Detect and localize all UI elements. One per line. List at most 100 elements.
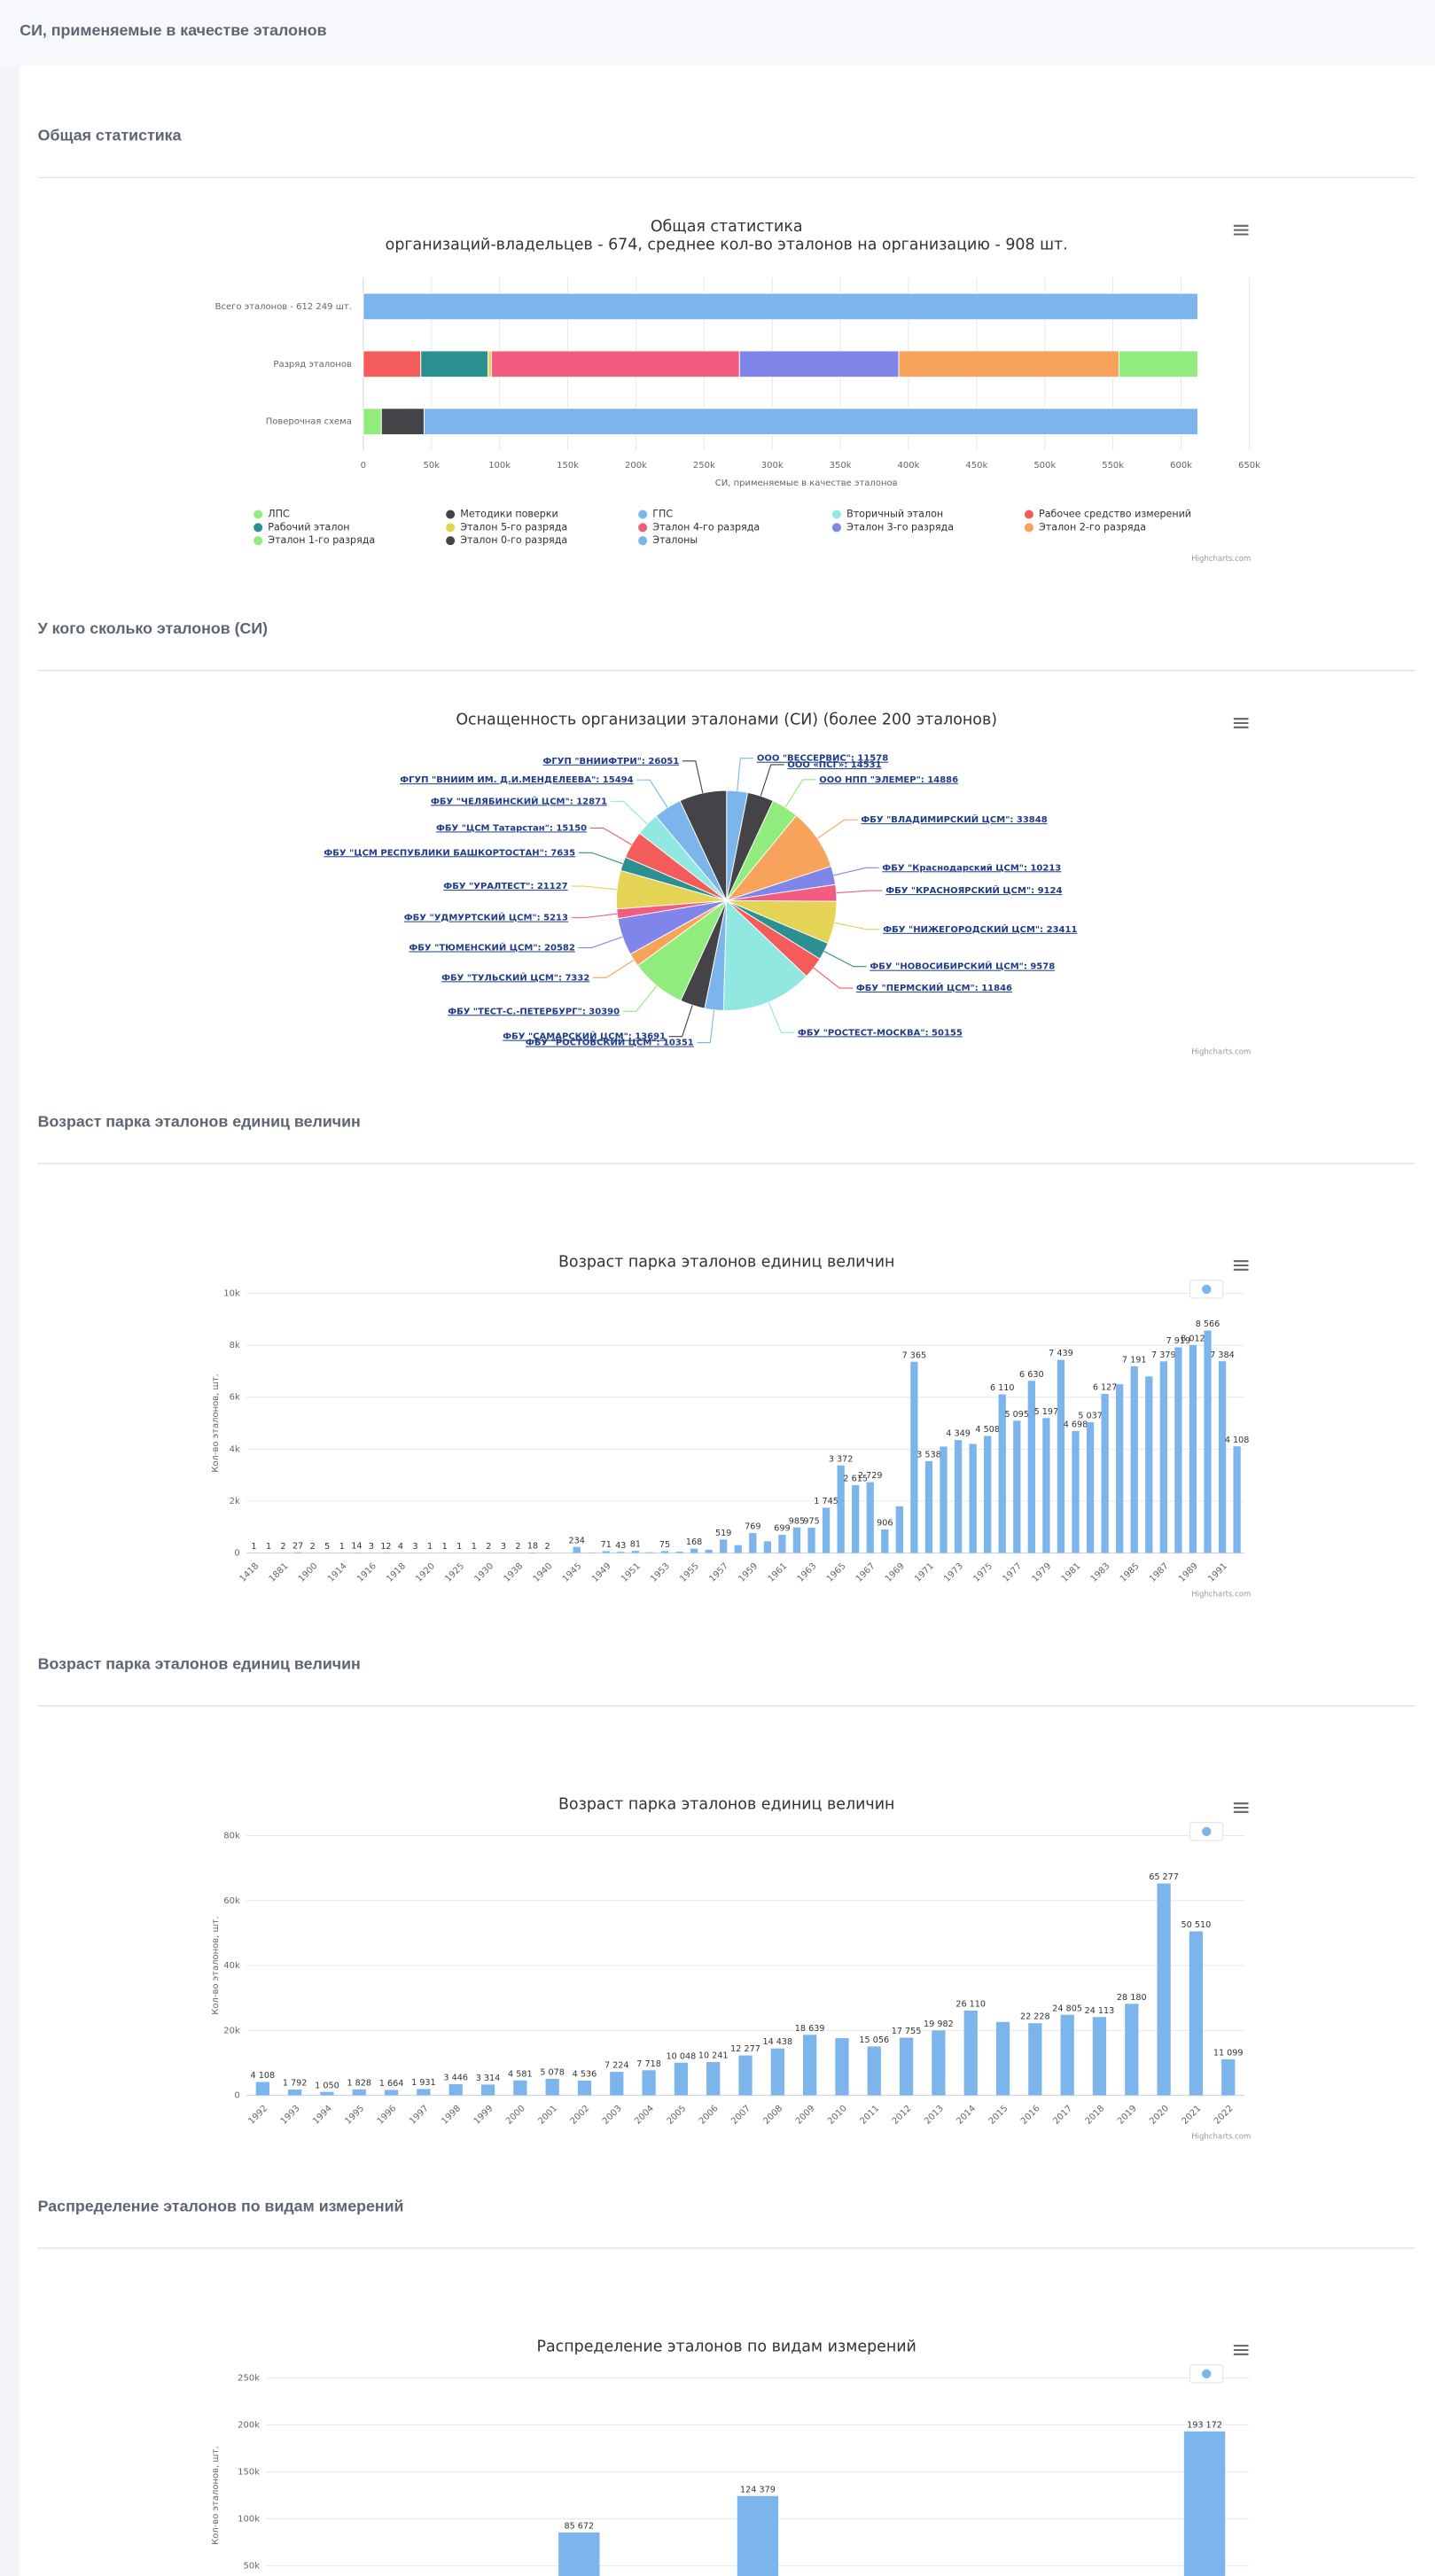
label-connector bbox=[571, 913, 618, 919]
legend-marker[interactable] bbox=[446, 523, 456, 533]
label-connector bbox=[737, 758, 754, 791]
data-label: ФГУП "ВНИИМ ИМ. Д.И.МЕНДЕЛЕЕВА": 15494 bbox=[400, 775, 633, 785]
data-label: 2 bbox=[281, 1542, 286, 1552]
legend-label[interactable]: Вторичный эталон bbox=[846, 508, 943, 519]
label-connector bbox=[784, 779, 816, 808]
data-label: 15 056 bbox=[859, 2035, 889, 2045]
legend-marker[interactable] bbox=[1024, 510, 1033, 519]
legend-marker[interactable] bbox=[831, 510, 841, 519]
data-label: 6 110 bbox=[990, 1383, 1015, 1393]
bar bbox=[631, 1551, 640, 1553]
legend-marker[interactable] bbox=[446, 510, 456, 519]
bar-segment bbox=[380, 408, 425, 436]
bar bbox=[940, 1446, 948, 1553]
legend-marker[interactable] bbox=[831, 523, 841, 533]
label-connector bbox=[833, 867, 879, 876]
section-heading: У кого сколько эталонов (СИ) bbox=[38, 619, 269, 637]
y-axis-title: Кол-во эталонов, шт. bbox=[211, 1916, 221, 2014]
data-label: 7 365 bbox=[902, 1350, 927, 1360]
x-tick-label: 350k bbox=[830, 461, 852, 471]
legend-marker[interactable] bbox=[1202, 1284, 1212, 1295]
bar-segment bbox=[898, 350, 1119, 378]
bar bbox=[984, 1436, 992, 1553]
legend-marker[interactable] bbox=[638, 510, 648, 519]
label-connector bbox=[668, 1005, 693, 1038]
credits: Highcharts.com bbox=[1191, 1590, 1251, 1599]
legend-label[interactable]: Эталон 0-го разряда bbox=[460, 534, 567, 546]
bar bbox=[1101, 1394, 1109, 1553]
data-label: 75 bbox=[659, 1540, 670, 1550]
label-connector bbox=[610, 800, 648, 825]
section-heading: Общая статистика bbox=[38, 127, 183, 144]
bar bbox=[1060, 2014, 1074, 2096]
legend-marker[interactable] bbox=[253, 536, 263, 546]
legend-label[interactable]: Эталон 1-го разряда bbox=[268, 534, 375, 546]
y-tick-label: 0 bbox=[234, 1549, 239, 1559]
bar-segment bbox=[1118, 350, 1198, 378]
bar bbox=[822, 1507, 831, 1553]
section-heading: Распределение эталонов по видам измерени… bbox=[38, 2197, 404, 2214]
label-connector bbox=[589, 827, 632, 845]
bar bbox=[1145, 1376, 1153, 1553]
y-tick-label: 250k bbox=[238, 2374, 260, 2384]
data-label: ФБУ "ТЕСТ-С.-ПЕТЕРБУРГ": 30390 bbox=[448, 1007, 620, 1016]
legend-label[interactable]: Эталоны bbox=[652, 534, 698, 546]
section-heading: Возраст парка эталонов единиц величин bbox=[38, 1654, 361, 1672]
bar-segment bbox=[363, 292, 1198, 321]
data-label: ФБУ "ВЛАДИМИРСКИЙ ЦСМ": 33848 bbox=[861, 813, 1047, 825]
legend-marker[interactable] bbox=[253, 523, 263, 533]
legend-label[interactable]: Рабочий эталон bbox=[268, 521, 349, 533]
legend-label[interactable]: Эталон 3-го разряда bbox=[846, 521, 954, 533]
bar bbox=[998, 1394, 1006, 1553]
data-label: 124 379 bbox=[740, 2485, 776, 2494]
legend-marker[interactable] bbox=[253, 510, 263, 519]
legend-marker[interactable] bbox=[1024, 523, 1033, 533]
data-label: ФБУ "САМАРСКИЙ ЦСМ": 13691 bbox=[503, 1031, 666, 1042]
legend-label[interactable]: Эталон 5-го разряда bbox=[460, 521, 567, 533]
data-label: 18 639 bbox=[795, 2024, 825, 2034]
card bbox=[19, 66, 1435, 2576]
y-tick-label: 50k bbox=[243, 2562, 260, 2572]
bar bbox=[881, 1529, 889, 1553]
bar bbox=[690, 1548, 698, 1553]
bar bbox=[513, 2080, 527, 2096]
label-connector bbox=[578, 936, 623, 949]
legend-marker[interactable] bbox=[1202, 1826, 1212, 1837]
bar bbox=[573, 1546, 581, 1553]
bar bbox=[720, 1539, 728, 1553]
legend-label[interactable]: Эталон 2-го разряда bbox=[1039, 521, 1146, 533]
data-label: 234 bbox=[568, 1536, 584, 1545]
y-tick-label: 150k bbox=[238, 2468, 260, 2478]
legend-marker[interactable] bbox=[1202, 2369, 1212, 2379]
data-label: ФБУ "УРАЛТЕСТ": 21127 bbox=[443, 882, 567, 891]
legend-marker[interactable] bbox=[638, 536, 648, 546]
data-label: 6 630 bbox=[1019, 1370, 1044, 1380]
legend-marker[interactable] bbox=[638, 523, 648, 533]
label-connector bbox=[697, 1009, 715, 1044]
bar bbox=[602, 1551, 610, 1553]
bar bbox=[1028, 2023, 1042, 2096]
y-tick-label: 60k bbox=[223, 1896, 240, 1906]
data-label: ФБУ "Краснодарский ЦСМ": 10213 bbox=[882, 863, 1061, 873]
data-label: 1 664 bbox=[379, 2079, 404, 2089]
y-tick-label: 80k bbox=[223, 1832, 240, 1841]
data-label: 5 bbox=[324, 1542, 330, 1552]
legend-label[interactable]: ГПС bbox=[652, 508, 673, 519]
data-label: ФБУ "ПЕРМСКИЙ ЦСМ": 11846 bbox=[856, 982, 1012, 993]
bar bbox=[1189, 1931, 1204, 2096]
legend-label[interactable]: ЛПС bbox=[268, 508, 290, 519]
data-label: 19 982 bbox=[924, 2020, 954, 2029]
data-label: 519 bbox=[715, 1529, 731, 1538]
data-label: ООО "ВЕССЕРВИС": 11578 bbox=[757, 754, 888, 764]
legend-label[interactable]: Рабочее средство измерений bbox=[1039, 508, 1191, 519]
legend-marker[interactable] bbox=[446, 536, 456, 546]
legend-label[interactable]: Эталон 4-го разряда bbox=[652, 521, 760, 533]
legend-label[interactable]: Методики поверки bbox=[460, 508, 558, 519]
bar bbox=[320, 2091, 334, 2096]
x-tick-label: 300k bbox=[761, 461, 784, 471]
bar bbox=[734, 1545, 742, 1553]
data-label: ФБУ "РОСТЕСТ-МОСКВА": 50155 bbox=[798, 1028, 963, 1038]
bar-segment bbox=[490, 350, 740, 378]
bar bbox=[1183, 2431, 1226, 2576]
